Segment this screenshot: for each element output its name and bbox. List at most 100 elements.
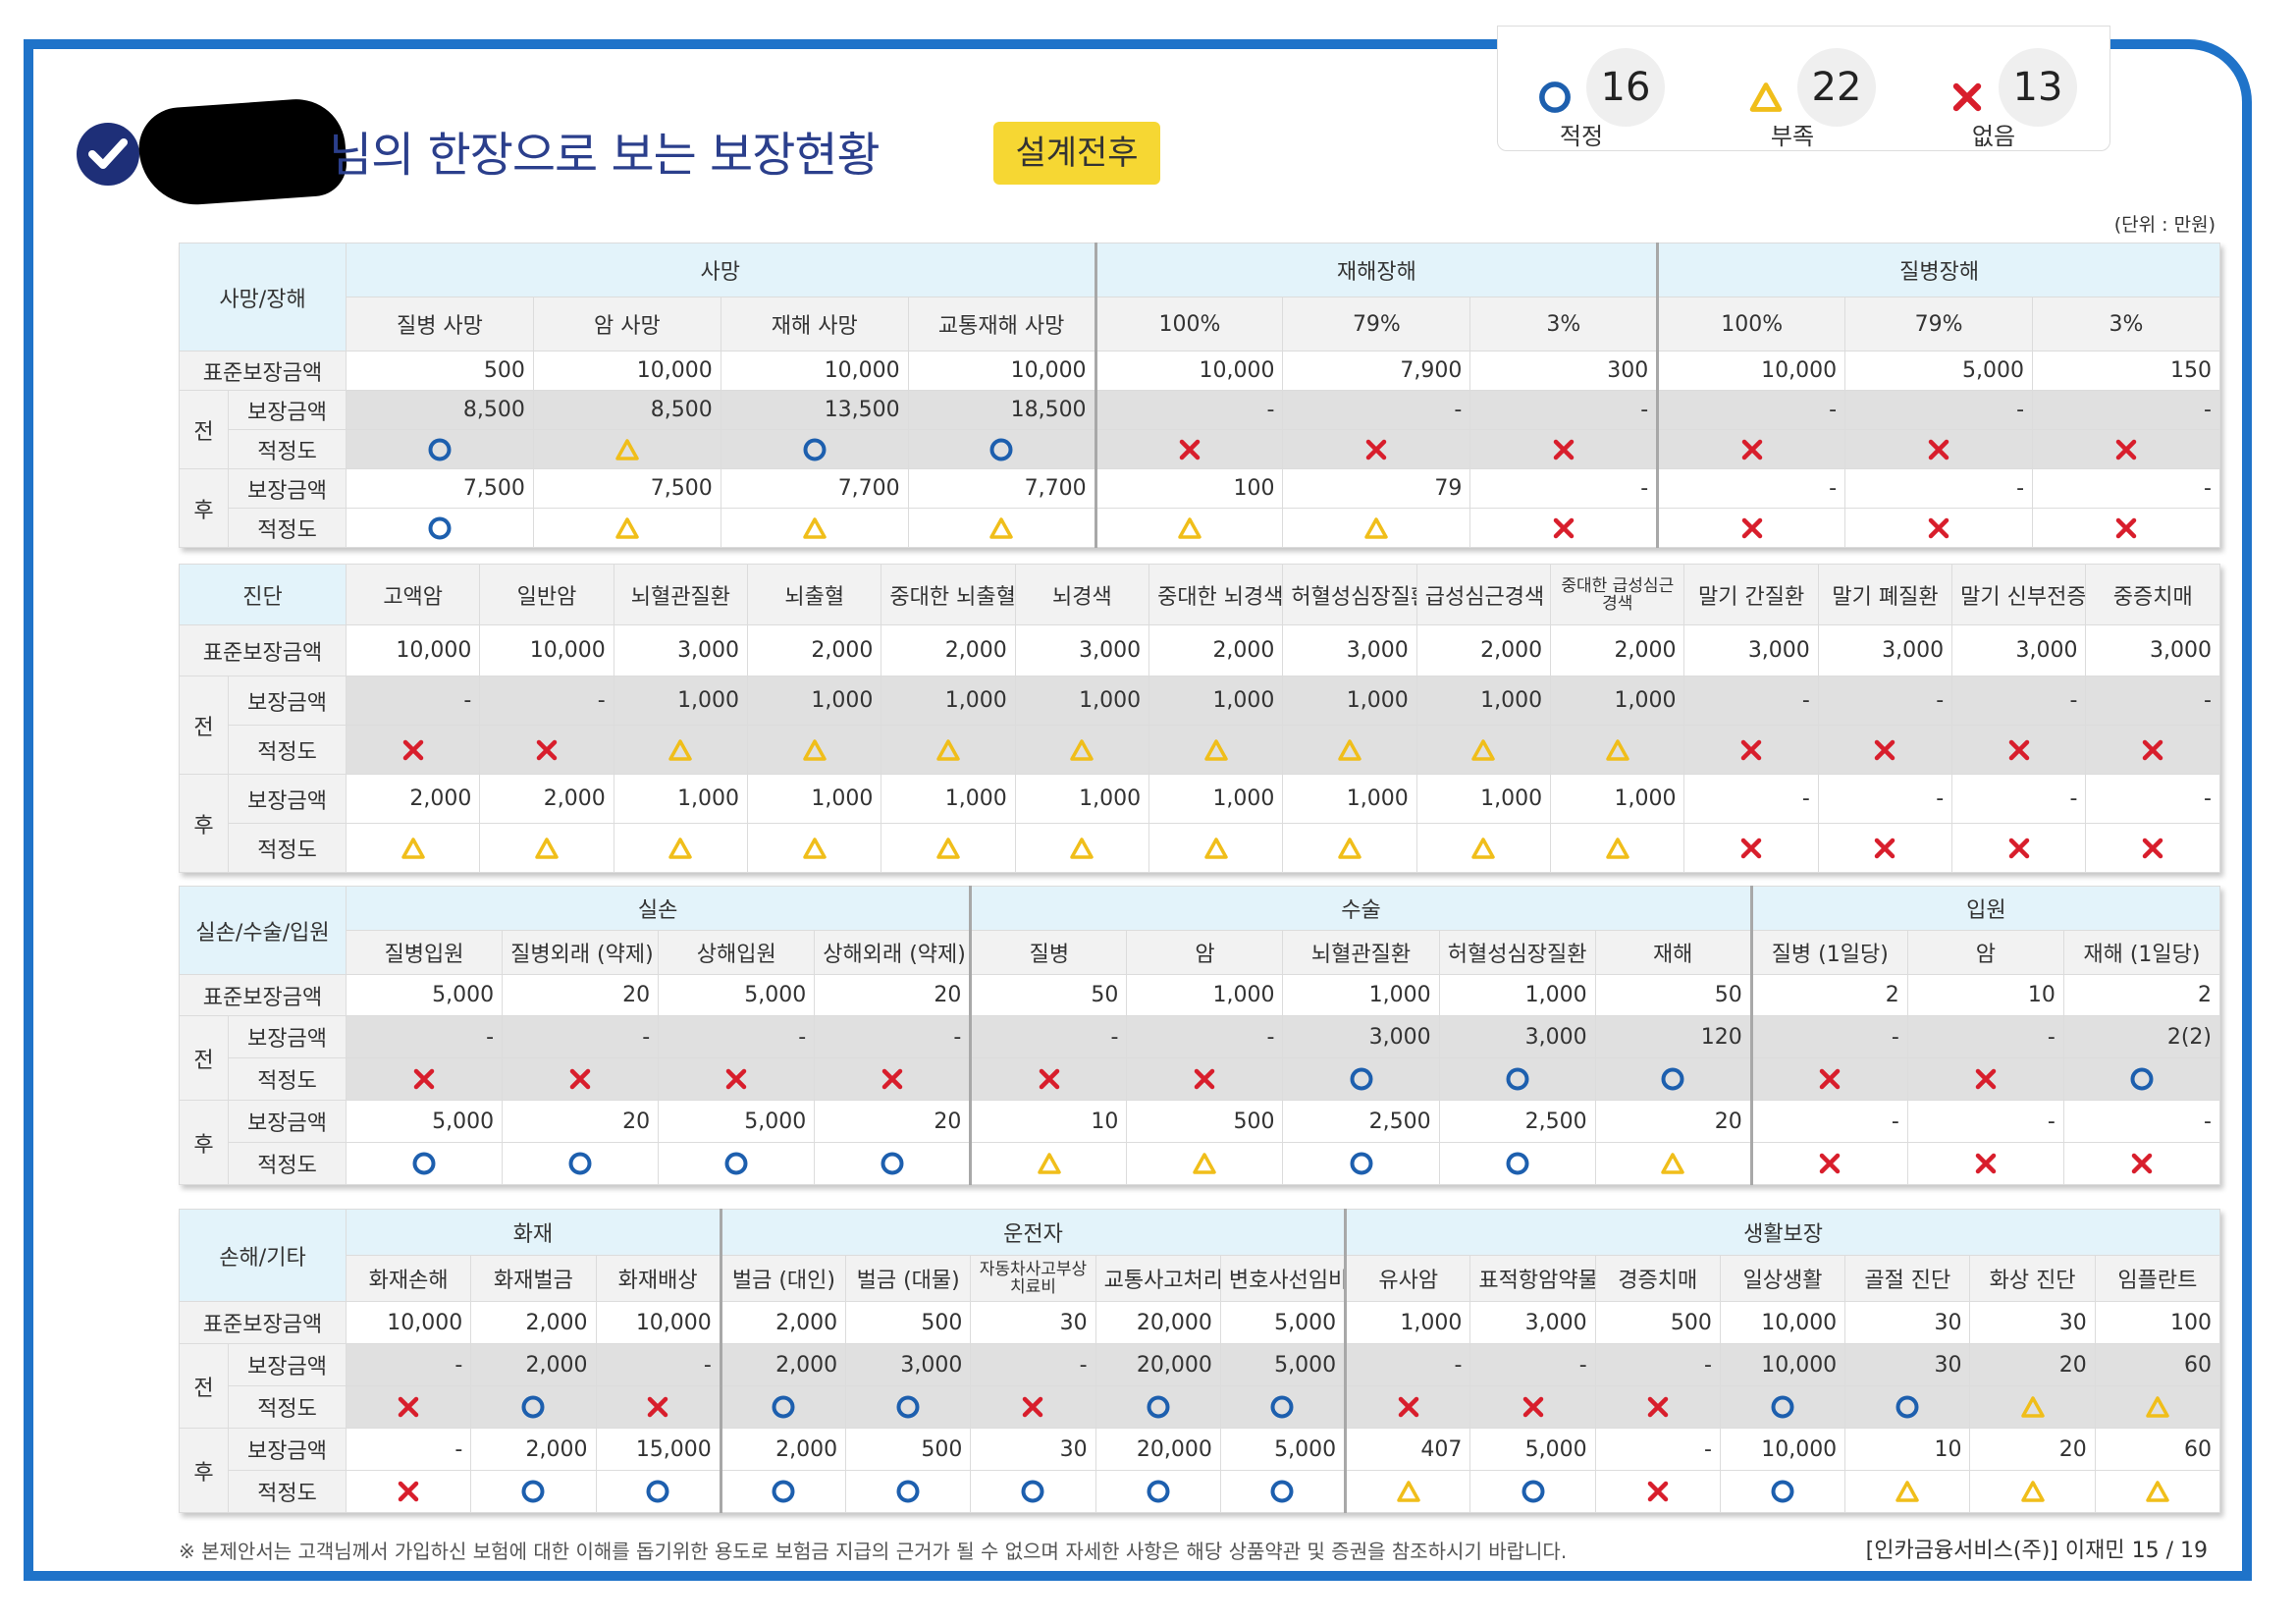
column-header: 질병 (1일당) [1771, 943, 1889, 967]
circle-mark-icon [896, 1395, 920, 1419]
std-amount: 10,000 [529, 638, 606, 663]
column-header: 일반암 [516, 584, 577, 610]
cross-mark-icon [1398, 1396, 1418, 1418]
triangle-mark-icon [1661, 1153, 1684, 1174]
after-amount: 1,000 [1346, 786, 1409, 811]
std-amount: 30 [1059, 1310, 1088, 1335]
before-amount: 1,000 [677, 688, 740, 713]
circle-mark-icon [803, 438, 827, 460]
column-header: 교통재해 사망 [937, 314, 1065, 339]
after-amount: 15,000 [635, 1436, 712, 1462]
column-header: 급성심근경색 [1424, 584, 1545, 610]
triangle-mark-icon [1749, 82, 1783, 112]
circle-mark-icon [1506, 1152, 1529, 1175]
cross-mark-icon [1366, 439, 1387, 460]
before-amount: - [454, 1352, 463, 1378]
after-label: 후 [193, 498, 214, 523]
before-amount: 1,000 [1346, 688, 1409, 713]
before-amount: - [798, 1024, 807, 1050]
std-amount: 2,000 [1614, 638, 1677, 663]
triangle-mark-icon [989, 516, 1013, 539]
std-amount: 5,000 [1962, 358, 2025, 383]
column-header: 표적항암약물치료 [1478, 1269, 1596, 1293]
table-diagnosis: 진단 고액암 일반암 뇌혈관질환 뇌출혈 중대한 뇌출혈 뇌경색 중대한 뇌경색 허혈성심장질환… [178, 564, 2220, 873]
after-amount: 1,000 [1212, 786, 1275, 811]
std-amount: 7,900 [1400, 358, 1463, 383]
row-label-amount: 보장금액 [247, 690, 327, 716]
before-amount: 3,000 [1524, 1024, 1587, 1050]
before-amount: 10,000 [1761, 1352, 1838, 1378]
circle-mark-icon [568, 1152, 592, 1175]
cross-mark-icon [881, 1068, 903, 1090]
column-header: 중대한 뇌출혈 [889, 584, 1016, 610]
std-amount: 10,000 [824, 358, 900, 383]
cross-mark-icon [1023, 1396, 1043, 1418]
triangle-mark-icon [1204, 738, 1228, 761]
column-header: 말기 신부전증 [1960, 584, 2086, 610]
after-amount: 100 [1233, 476, 1275, 501]
column-header: 재해 (1일당) [2083, 943, 2201, 967]
before-amount: - [1891, 1024, 1899, 1050]
cross-mark-icon [1741, 439, 1762, 460]
triangle-mark-icon [1471, 738, 1496, 761]
circle-mark-icon [896, 1480, 920, 1503]
legend-label: 없음 [1971, 123, 2016, 150]
triangle-mark-icon [1896, 1481, 1920, 1502]
before-label: 전 [193, 419, 214, 445]
std-amount: 500 [1670, 1310, 1712, 1335]
before-amount: - [2047, 1024, 2056, 1050]
circle-mark-icon [1270, 1395, 1294, 1419]
after-amount: 2,000 [525, 1436, 588, 1462]
cross-mark-icon [725, 1068, 747, 1090]
column-header: 암 [1195, 943, 1215, 967]
page-title: 님의 한장으로 보는 보장현황 [329, 128, 881, 183]
circle-mark-icon [1350, 1152, 1373, 1175]
cross-mark-icon [413, 1068, 435, 1090]
before-amount: - [1454, 398, 1463, 422]
triangle-mark-icon [1204, 837, 1228, 859]
std-amount: 3,000 [1882, 638, 1945, 663]
redacted-name [135, 95, 349, 209]
triangle-mark-icon [1338, 837, 1362, 859]
before-amount: - [1578, 1352, 1587, 1378]
after-amount: 1,000 [944, 786, 1007, 811]
before-amount: - [1266, 398, 1275, 422]
std-amount: 2,000 [1480, 638, 1543, 663]
table-medical-surgery-hospital: 실손/수술/입원 실손 수술 입원 질병입원 질병외래 (약제) 상해입원 상해외래 (약제)… [178, 886, 2221, 1185]
triangle-mark-icon [1178, 516, 1201, 539]
after-amount: - [1640, 476, 1649, 501]
before-amount: 1,000 [1212, 688, 1275, 713]
group-header: 생활보장 [1743, 1222, 1824, 1247]
std-amount: 3,000 [1079, 638, 1142, 663]
row-label-standard: 표준보장금액 [202, 985, 323, 1010]
before-label: 전 [193, 1048, 214, 1073]
after-amount: 5,000 [1524, 1436, 1587, 1462]
before-amount: - [463, 688, 472, 713]
triangle-mark-icon [2146, 1481, 2169, 1502]
before-amount: - [2016, 398, 2025, 422]
column-header: 암 사망 [593, 314, 661, 339]
triangle-mark-icon [1070, 738, 1095, 761]
after-amount: 1,000 [811, 786, 874, 811]
cross-mark-icon [2008, 838, 2030, 858]
circle-mark-icon [881, 1152, 904, 1175]
std-amount: 30 [1934, 1310, 1962, 1335]
before-amount: 1,000 [944, 688, 1007, 713]
after-amount: 1,000 [677, 786, 740, 811]
row-label-standard: 표준보장금액 [202, 360, 323, 386]
column-header: 재해 사망 [771, 314, 858, 339]
before-amount: - [2204, 688, 2212, 713]
cross-mark-icon [2008, 739, 2030, 760]
triangle-mark-icon [802, 837, 827, 859]
after-label: 후 [193, 1460, 214, 1486]
column-header: 뇌혈관질환 [630, 584, 730, 610]
after-amount: 5,000 [744, 1109, 807, 1134]
before-amount: - [1079, 1352, 1088, 1378]
after-amount: 2,000 [409, 786, 472, 811]
before-amount: - [1454, 1352, 1463, 1378]
after-amount: - [2204, 1109, 2212, 1134]
column-header: 화상 진단 [1989, 1269, 2076, 1293]
row-label-amount: 보장금액 [247, 478, 327, 504]
std-amount: 10,000 [635, 1310, 712, 1335]
cross-mark-icon [1820, 1153, 1841, 1174]
